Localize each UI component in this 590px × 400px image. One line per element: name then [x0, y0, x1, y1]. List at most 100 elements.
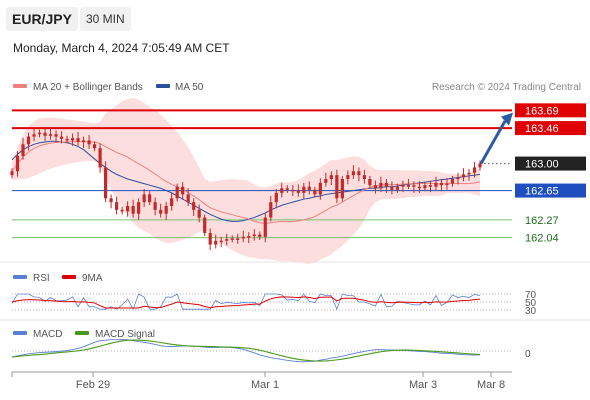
candle-body [203, 217, 207, 233]
legend-rsi-label: RSI [33, 273, 50, 284]
candle-body [362, 175, 366, 179]
level-label-162-27: 162.27 [525, 215, 559, 227]
level-label-163-46: 163.46 [525, 123, 559, 135]
candle-body [37, 132, 42, 135]
level-label-163-00: 163.00 [525, 159, 559, 171]
candle-body [225, 239, 229, 241]
candle-body [192, 202, 196, 210]
candle-body [280, 188, 284, 193]
candles [10, 128, 482, 250]
x-tick-label: Mar 3 [409, 379, 437, 391]
bollinger-bands [12, 97, 480, 264]
candle-body [417, 186, 422, 189]
candle-body [32, 134, 36, 137]
symbol-badge[interactable]: EUR/JPY [6, 7, 78, 31]
candle-body [120, 209, 124, 212]
macd-signal-line [11, 339, 481, 362]
candle-body [269, 202, 273, 218]
level-label-box [515, 103, 586, 118]
candle-body [252, 234, 256, 237]
candle-body [395, 186, 400, 190]
candle-body [175, 186, 179, 199]
main-legend: MA 20 + Bollinger Bands MA 50 Research ©… [13, 82, 581, 93]
candle-body [291, 189, 295, 192]
candle-body [43, 132, 47, 136]
candle-body [81, 140, 86, 142]
candle-body [357, 171, 361, 176]
price-level-labels: 163.69 163.46 163.00 162.65 162.27 162.04 [515, 103, 586, 245]
candle-body [170, 198, 174, 206]
timeframe-badge[interactable]: 30 MIN [80, 7, 131, 31]
candle-body [445, 183, 449, 186]
candle-body [472, 167, 477, 173]
candle-body [401, 185, 405, 187]
candle-body [59, 136, 64, 139]
rsi-level-label: 50 [525, 298, 537, 309]
candle-body [296, 190, 300, 193]
candle-body [131, 206, 135, 214]
candle-body [15, 155, 20, 172]
candle-body [340, 179, 344, 199]
rsi-level-label: 30 [525, 306, 537, 317]
x-tick-label: Feb 29 [76, 379, 110, 391]
legend-rsi-ma-label: 9MA [82, 273, 103, 284]
candle-body [467, 172, 471, 175]
candle-body [384, 182, 388, 187]
candle-body [159, 209, 163, 214]
level-label-162-65: 162.65 [525, 186, 559, 198]
candle-body [21, 144, 25, 156]
candle-body [428, 185, 433, 187]
candle-body [406, 185, 411, 187]
candle-body [115, 202, 119, 210]
legend-macd-signal-label: MACD Signal [95, 329, 155, 340]
price-levels [12, 109, 512, 239]
candle-body [126, 206, 130, 212]
candle-body [285, 188, 289, 190]
candle-body [274, 192, 278, 203]
rsi-level-label: 70 [525, 290, 537, 301]
candle-body [197, 209, 201, 218]
candle-body [109, 198, 113, 203]
candle-body [186, 194, 190, 203]
forecast-arrow-head [501, 112, 513, 126]
candle-body [373, 185, 377, 189]
candle-body [48, 134, 53, 136]
legend-macd-signal-swatch [75, 331, 89, 335]
candle-body [65, 138, 69, 141]
candle-body [10, 171, 14, 176]
candle-body [26, 136, 31, 145]
candle-body [335, 175, 339, 199]
legend-macd-swatch [13, 331, 27, 335]
candle-body [346, 175, 350, 179]
x-tick-label: Mar 8 [477, 379, 505, 391]
candle-body [236, 238, 240, 240]
level-label-163-69: 163.69 [525, 105, 559, 117]
candle-body [390, 186, 394, 190]
legend-ma50-swatch [156, 84, 170, 88]
candle-body [164, 206, 168, 214]
candle-body [258, 234, 262, 237]
macd-legend: MACD MACD Signal [13, 329, 155, 340]
candle-body [351, 171, 355, 176]
candle-body [214, 240, 218, 245]
candle-body [153, 202, 157, 210]
candle-body [313, 189, 317, 195]
forecast-arrow [479, 112, 513, 165]
candle-body [368, 179, 372, 186]
candle-body [208, 233, 212, 245]
legend-rsi-ma-swatch [62, 275, 76, 279]
candle-body [241, 236, 245, 239]
candle-body [423, 185, 427, 189]
candle-body [329, 175, 333, 179]
candle-body [478, 163, 482, 168]
forecast-arrow-shaft [479, 120, 507, 165]
macd-panel: 0 [11, 339, 531, 363]
candle-body [76, 138, 80, 142]
candle-body [307, 186, 311, 190]
legend-ma20-swatch [13, 84, 27, 88]
legend-macd-label: MACD [33, 329, 62, 340]
candle-body [456, 177, 460, 179]
candle-body [92, 144, 97, 149]
level-label-box [515, 156, 586, 171]
